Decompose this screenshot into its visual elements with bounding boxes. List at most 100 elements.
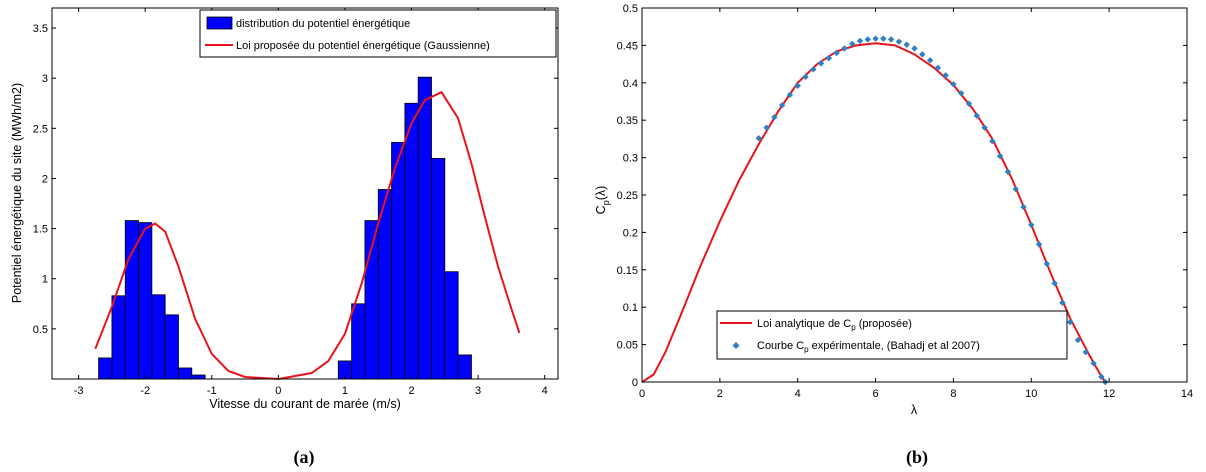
histogram-bar-7 xyxy=(191,374,206,380)
experimental-point-43 xyxy=(1090,360,1097,367)
panel-a-gaussian-curve xyxy=(94,90,521,381)
experimental-point-35 xyxy=(1028,221,1035,229)
experimental-point-20 xyxy=(911,45,918,52)
experimental-point-30 xyxy=(989,137,996,145)
panel-b-y-ticks: 0 0.05 0.1 0.15 0.2 0.25 0.3 0.35 0.4 0.45 0.5 xyxy=(617,3,1187,389)
panel-a-legend-label-bars: distribution du potentiel énergétique xyxy=(236,18,410,30)
experimental-point-23 xyxy=(934,64,942,72)
panel-a-ylabel: Potentiel énergétique du site (MWh/m2) xyxy=(10,83,24,303)
experimental-point-2 xyxy=(771,114,778,121)
experimental-point-19 xyxy=(903,41,910,48)
panel-b-power-coefficient: 0 2 4 6 8 10 12 14 0 0.05 0.1 0.15 0.2 0.25 0.3 0.35 0.… xyxy=(594,3,1193,468)
experimental-point-29 xyxy=(981,124,988,131)
experimental-point-36 xyxy=(1035,241,1043,248)
histogram-bar-0 xyxy=(98,357,113,380)
panel-b-legend-label-points: Courbe Cp expérimentale, (Bahadj et al 2… xyxy=(757,340,980,354)
y-tick-label: 3.5 xyxy=(33,23,48,35)
experimental-point-33 xyxy=(1012,185,1019,193)
experimental-point-8 xyxy=(817,60,825,67)
y-tick-label: 0.45 xyxy=(617,40,638,52)
experimental-point-25 xyxy=(950,81,957,88)
histogram-bar-12 xyxy=(391,141,406,380)
histogram-bar-6 xyxy=(178,367,193,380)
panel-b-caption: (b) xyxy=(906,447,928,468)
experimental-point-26 xyxy=(958,90,965,97)
histogram-bar-1 xyxy=(111,295,126,380)
histogram-bar-4 xyxy=(151,294,166,380)
x-tick-label: 2 xyxy=(408,385,414,397)
histogram-bar-17 xyxy=(457,354,472,380)
y-tick-label: 0.05 xyxy=(617,340,638,352)
experimental-point-9 xyxy=(825,54,833,62)
panel-a-caption: (a) xyxy=(294,447,315,468)
histogram-bar-5 xyxy=(164,314,179,380)
experimental-point-24 xyxy=(942,72,949,79)
panel-a-legend: distribution du potentiel énergétique Lo… xyxy=(199,9,557,58)
experimental-point-6 xyxy=(802,73,809,81)
experimental-point-18 xyxy=(895,38,903,45)
panel-a-legend-swatch-bars xyxy=(206,16,233,30)
y-tick-label: 2.5 xyxy=(33,123,48,135)
x-tick-label: -1 xyxy=(207,385,217,397)
x-tick-label: 0 xyxy=(639,388,645,400)
experimental-point-16 xyxy=(880,35,887,42)
y-tick-label: 0.15 xyxy=(617,265,638,277)
y-tick-label: 3 xyxy=(42,73,48,85)
y-tick-label: 2 xyxy=(42,173,48,185)
panel-a-axes-box xyxy=(51,7,559,380)
x-tick-label: 0 xyxy=(275,385,281,397)
y-tick-label: 0.1 xyxy=(623,302,638,314)
experimental-point-4 xyxy=(786,91,794,98)
experimental-point-41 xyxy=(1074,336,1082,344)
x-tick-label: 12 xyxy=(1103,388,1115,400)
experimental-point-1 xyxy=(763,124,770,131)
x-tick-label: 10 xyxy=(1025,388,1037,400)
y-tick-label: 0.5 xyxy=(33,324,48,336)
experimental-point-21 xyxy=(919,51,926,58)
histogram-bar-9 xyxy=(351,303,366,380)
experimental-point-27 xyxy=(965,100,973,107)
x-tick-label: 3 xyxy=(475,385,481,397)
experimental-point-44 xyxy=(1098,373,1105,380)
panel-a-legend-label-curve: Loi proposée du potentiel énergétique (G… xyxy=(236,40,490,52)
experimental-point-22 xyxy=(926,57,934,64)
panel-b-legend: Loi analytique de Cp (proposée) Courbe C… xyxy=(716,310,1068,360)
panel-b-legend-box xyxy=(716,310,1068,360)
x-tick-label: 4 xyxy=(795,388,801,400)
experimental-point-14 xyxy=(864,36,871,43)
experimental-point-15 xyxy=(872,35,879,42)
y-tick-label: 0.5 xyxy=(623,3,638,15)
x-tick-label: 8 xyxy=(950,388,956,400)
panel-b-xlabel: λ xyxy=(911,403,918,417)
x-tick-label: 6 xyxy=(873,388,879,400)
panel-a-xlabel: Vitesse du courant de marée (m/s) xyxy=(209,397,401,411)
histogram-bar-16 xyxy=(444,271,459,380)
y-tick-label: 0.35 xyxy=(617,115,638,127)
experimental-point-38 xyxy=(1051,280,1058,287)
panel-b-legend-swatch-points xyxy=(732,342,740,349)
histogram-bar-13 xyxy=(404,102,419,380)
x-tick-label: 2 xyxy=(717,388,723,400)
x-tick-label: 1 xyxy=(342,385,348,397)
x-tick-label: -2 xyxy=(140,385,150,397)
experimental-point-5 xyxy=(794,82,801,89)
x-tick-label: -3 xyxy=(74,385,84,397)
y-tick-label: 0.4 xyxy=(623,78,638,90)
histogram-bar-15 xyxy=(431,158,446,380)
panel-b-x-ticks: 0 2 4 6 8 10 12 14 xyxy=(639,8,1193,400)
y-tick-label: 1.5 xyxy=(33,224,48,236)
experimental-point-31 xyxy=(996,152,1004,160)
experimental-point-32 xyxy=(1004,168,1012,176)
panel-a-bars xyxy=(98,76,472,380)
panel-b-analytic-curve xyxy=(641,42,1107,383)
panel-b-legend-label-curve: Loi analytique de Cp (proposée) xyxy=(757,318,912,332)
experimental-point-17 xyxy=(887,36,895,43)
experimental-point-10 xyxy=(833,49,840,57)
y-tick-label: 1 xyxy=(42,274,48,286)
histogram-bar-14 xyxy=(417,76,432,380)
experimental-point-12 xyxy=(849,40,856,48)
experimental-point-0 xyxy=(755,134,762,142)
experimental-point-13 xyxy=(856,37,864,45)
x-tick-label: 4 xyxy=(542,385,548,397)
